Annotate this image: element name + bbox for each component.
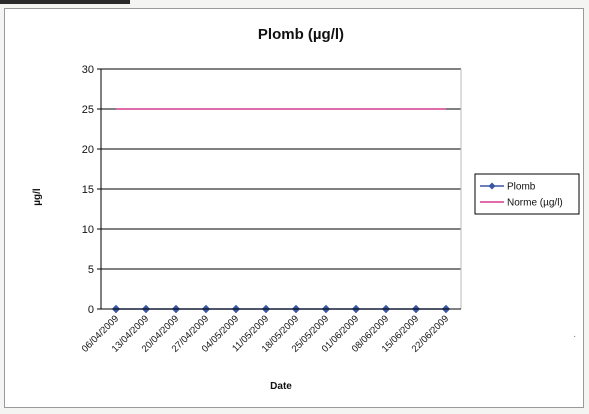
y-tick-label: 25 <box>82 104 94 116</box>
scan-artifact-bar <box>0 0 130 4</box>
scan-speck: · <box>573 331 577 342</box>
chart-area: Plomb (µg/l) µg/l Date 0 5 10 15 20 25 30 06/04… <box>4 8 584 408</box>
y-tick-label: 20 <box>82 144 94 156</box>
y-axis-label: µg/l <box>32 188 43 206</box>
y-tick-label: 10 <box>82 224 94 236</box>
legend-marker <box>488 182 496 190</box>
y-tick-label: 15 <box>82 184 94 196</box>
chart-canvas: Plomb (µg/l) µg/l Date 05101520253006/04… <box>32 26 580 392</box>
y-tick-label: 5 <box>88 264 94 276</box>
legend: Plomb Norme (µg/l) <box>474 173 580 215</box>
y-tick-label: 0 <box>88 304 94 316</box>
legend-box <box>474 173 580 215</box>
x-axis-label: Date <box>270 381 292 392</box>
legend-label: Norme (µg/l) <box>507 198 563 209</box>
chart-title: Plomb (µg/l) <box>258 26 344 43</box>
plot-layer: 05101520253006/04/200913/04/200920/04/20… <box>80 64 462 355</box>
legend-label: Plomb <box>507 182 536 193</box>
y-tick-label: 30 <box>82 64 94 76</box>
